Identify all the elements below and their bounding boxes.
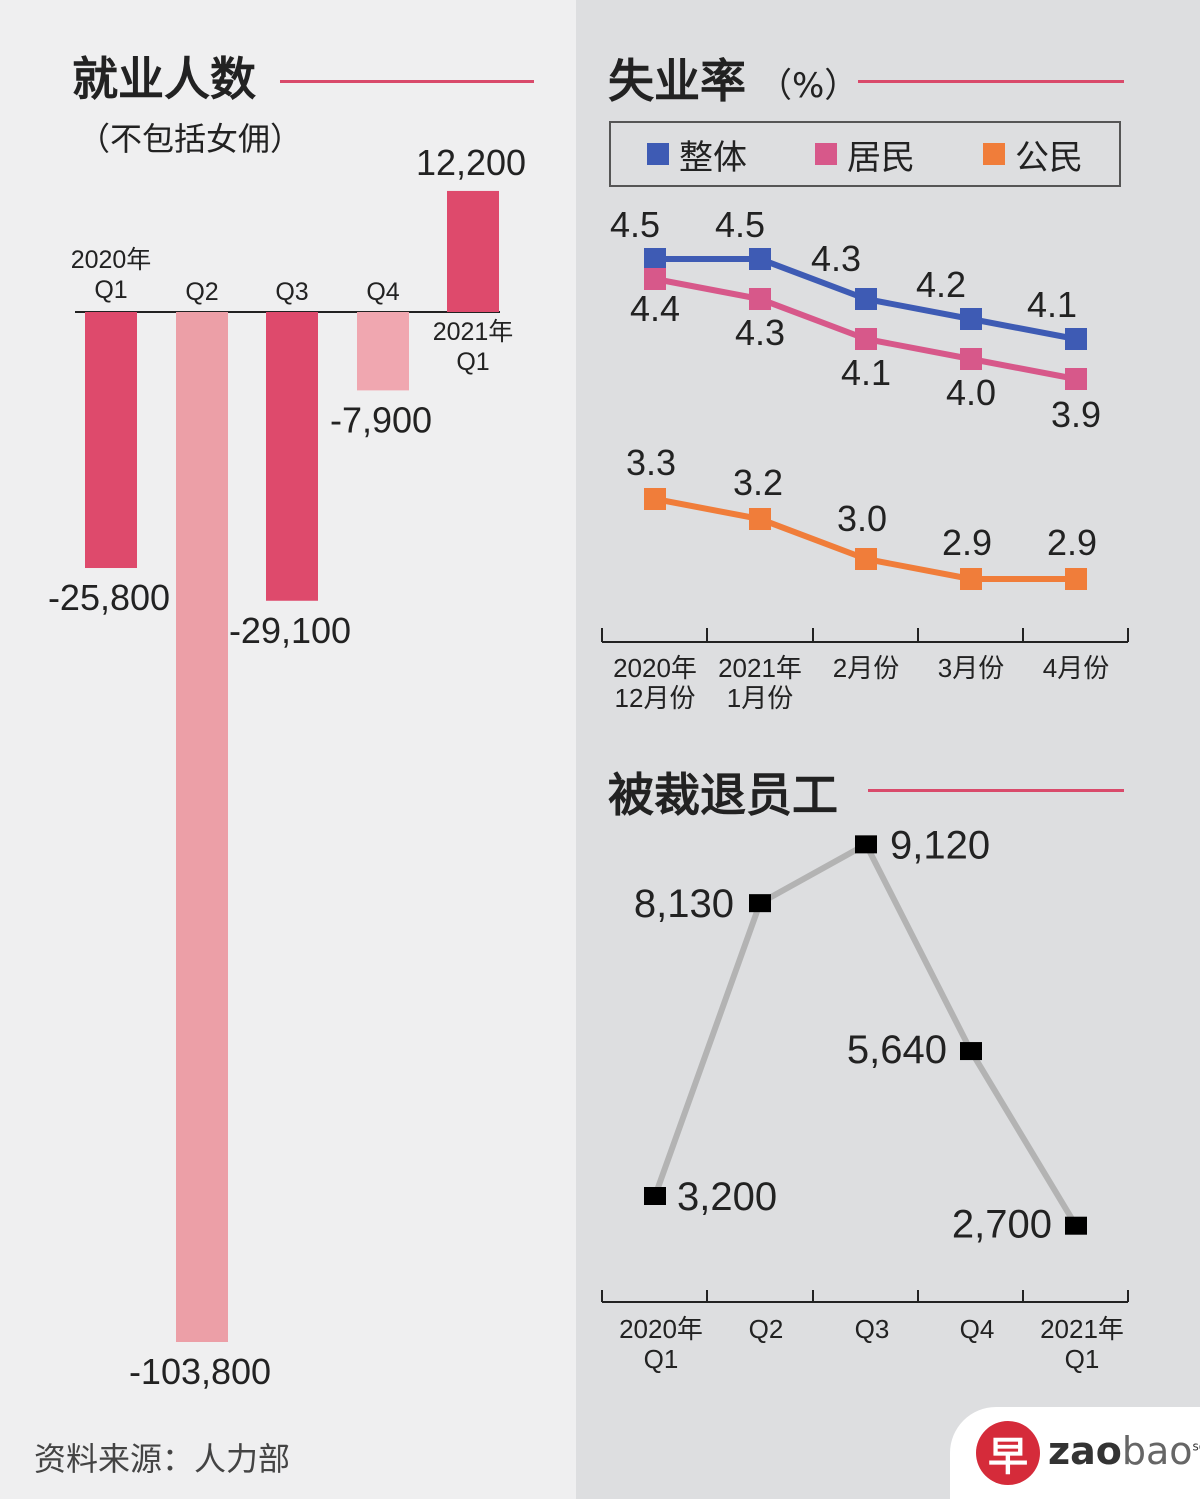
unemployment-data-label: 3.3: [626, 442, 676, 483]
unemployment-data-label: 4.1: [1027, 284, 1077, 325]
retrenchment-data-label: 5,640: [847, 1028, 947, 1072]
unemployment-data-label: 4.3: [811, 238, 861, 279]
unemployment-data-label: 4.5: [715, 204, 765, 245]
retrenchment-category-label: Q2: [749, 1314, 784, 1344]
legend-label-citizens: 公民: [1015, 137, 1083, 178]
legend-item-overall: 整体: [647, 123, 747, 185]
employment-category-label: Q3: [275, 278, 308, 306]
unemployment-category-label: 4月份: [1043, 653, 1109, 683]
legend-item-citizens: 公民: [983, 123, 1083, 185]
unemployment-data-label: 2.9: [942, 522, 992, 563]
employment-category-label: 2020年 Q1: [71, 246, 152, 304]
unemployment-data-label: 4.5: [610, 204, 660, 245]
employment-value-label: -29,100: [229, 610, 351, 651]
legend-label-residents: 居民: [847, 137, 915, 178]
unemployment-category-label: 3月份: [938, 653, 1004, 683]
retrenchment-category-label: 2020年 Q1: [619, 1314, 703, 1374]
zaobao-wordmark: zaobaosg: [1048, 1429, 1200, 1473]
unemployment-data-point: [749, 248, 771, 270]
employment-value-label: -103,800: [129, 1351, 271, 1392]
unemployment-data-point: [644, 488, 666, 510]
employment-chart: -25,800 2020年 Q1 -103,800 Q2 -29,100 Q3 -7,900 Q…: [48, 142, 526, 1392]
unemployment-data-label: 3.2: [733, 462, 783, 503]
employment-value-label: 12,200: [416, 142, 526, 183]
retrenchment-data-label: 3,200: [677, 1175, 777, 1219]
unemployment-category-label: 2021年 1月份: [718, 653, 802, 713]
unemployment-data-label: 4.3: [735, 312, 785, 353]
zaobao-logo[interactable]: 早 zaobaosg: [950, 1407, 1200, 1499]
unemployment-data-point: [855, 328, 877, 350]
retrenchment-category-label: 2021年 Q1: [1040, 1314, 1124, 1374]
unemployment-data-point: [855, 548, 877, 570]
unemployment-data-label: 3.0: [837, 498, 887, 539]
legend-swatch-residents: [815, 143, 837, 165]
legend-label-overall: 整体: [679, 137, 747, 178]
unemployment-data-label: 4.2: [916, 264, 966, 305]
retrenchment-category-label: Q3: [855, 1314, 890, 1344]
employment-bar: [447, 190, 499, 312]
employment-title: 就业人数: [72, 52, 256, 106]
unemployment-data-point: [1065, 568, 1087, 590]
retrenchment-title-rule: [868, 789, 1124, 792]
employment-bar: [266, 312, 318, 601]
unemployment-data-point: [855, 288, 877, 310]
unemployment-data-point: [1065, 368, 1087, 390]
right-panel: [576, 0, 1200, 1499]
unemployment-data-label: 4.1: [841, 352, 891, 393]
employment-value-label: -25,800: [48, 577, 170, 618]
logo-brand-bold: zao: [1048, 1429, 1122, 1473]
retrenchment-data-point: [855, 835, 877, 854]
unemployment-chart: 2020年 12月份 2021年 1月份 2月份 3月份 4月份 4.5 4.5 4.3 4.2 4.…: [601, 204, 1129, 713]
unemployment-data-point: [960, 348, 982, 370]
unemployment-unit: （%）: [758, 66, 859, 106]
unemployment-data-point: [644, 248, 666, 270]
unemployment-data-point: [749, 508, 771, 530]
retrenchment-title: 被裁退员工: [608, 768, 838, 822]
retrenchment-data-label: 2,700: [952, 1203, 1052, 1247]
zaobao-logo-mark: 早: [976, 1421, 1040, 1485]
retrenchment-data-label: 9,120: [890, 823, 990, 867]
employment-bar: [357, 312, 409, 391]
employment-value-label: -7,900: [330, 399, 432, 440]
retrenchment-data-point: [960, 1042, 982, 1061]
employment-bar: [176, 312, 228, 1342]
retrenchment-category-label: Q4: [960, 1314, 995, 1344]
retrenchment-data-point: [749, 894, 771, 913]
unemployment-title-text: 失业率: [608, 54, 746, 108]
legend-swatch-overall: [647, 143, 669, 165]
unemployment-data-point: [1065, 328, 1087, 350]
employment-bar: [85, 312, 137, 569]
unemployment-category-label: 2月份: [833, 653, 899, 683]
unemployment-data-point: [960, 568, 982, 590]
retrenchment-data-point: [1065, 1216, 1087, 1235]
source-note: 资料来源：人力部: [34, 1440, 291, 1478]
unemployment-data-point: [960, 308, 982, 330]
employment-subtitle: （不包括女佣）: [78, 120, 303, 158]
logo-suffix: sg: [1192, 1439, 1200, 1454]
legend-item-residents: 居民: [815, 123, 915, 185]
employment-category-label: Q2: [185, 278, 218, 306]
unemployment-data-label: 4.0: [946, 372, 996, 413]
logo-brand-light: bao: [1121, 1429, 1193, 1473]
unemployment-data-label: 4.4: [630, 288, 680, 329]
unemployment-data-point: [644, 268, 666, 290]
unemployment-data-label: 2.9: [1047, 522, 1097, 563]
unemployment-legend: 整体 居民 公民: [609, 121, 1121, 187]
employment-category-label: 2021年 Q1: [433, 318, 514, 376]
legend-swatch-citizens: [983, 143, 1005, 165]
employment-title-rule: [280, 80, 534, 83]
unemployment-data-label: 3.9: [1051, 394, 1101, 435]
employment-category-label: Q4: [366, 278, 399, 306]
retrenchment-data-label: 8,130: [634, 882, 734, 926]
unemployment-data-point: [749, 288, 771, 310]
retrenchment-data-point: [644, 1187, 666, 1205]
retrenchment-chart: 2020年 Q1 Q2 Q3 Q4 2021年 Q1 3,200 8,130 9,120 5,640…: [601, 823, 1129, 1374]
unemployment-title-rule: [858, 80, 1124, 83]
unemployment-category-label: 2020年 12月份: [613, 653, 697, 713]
unemployment-title: 失业率 （%）: [608, 58, 858, 104]
